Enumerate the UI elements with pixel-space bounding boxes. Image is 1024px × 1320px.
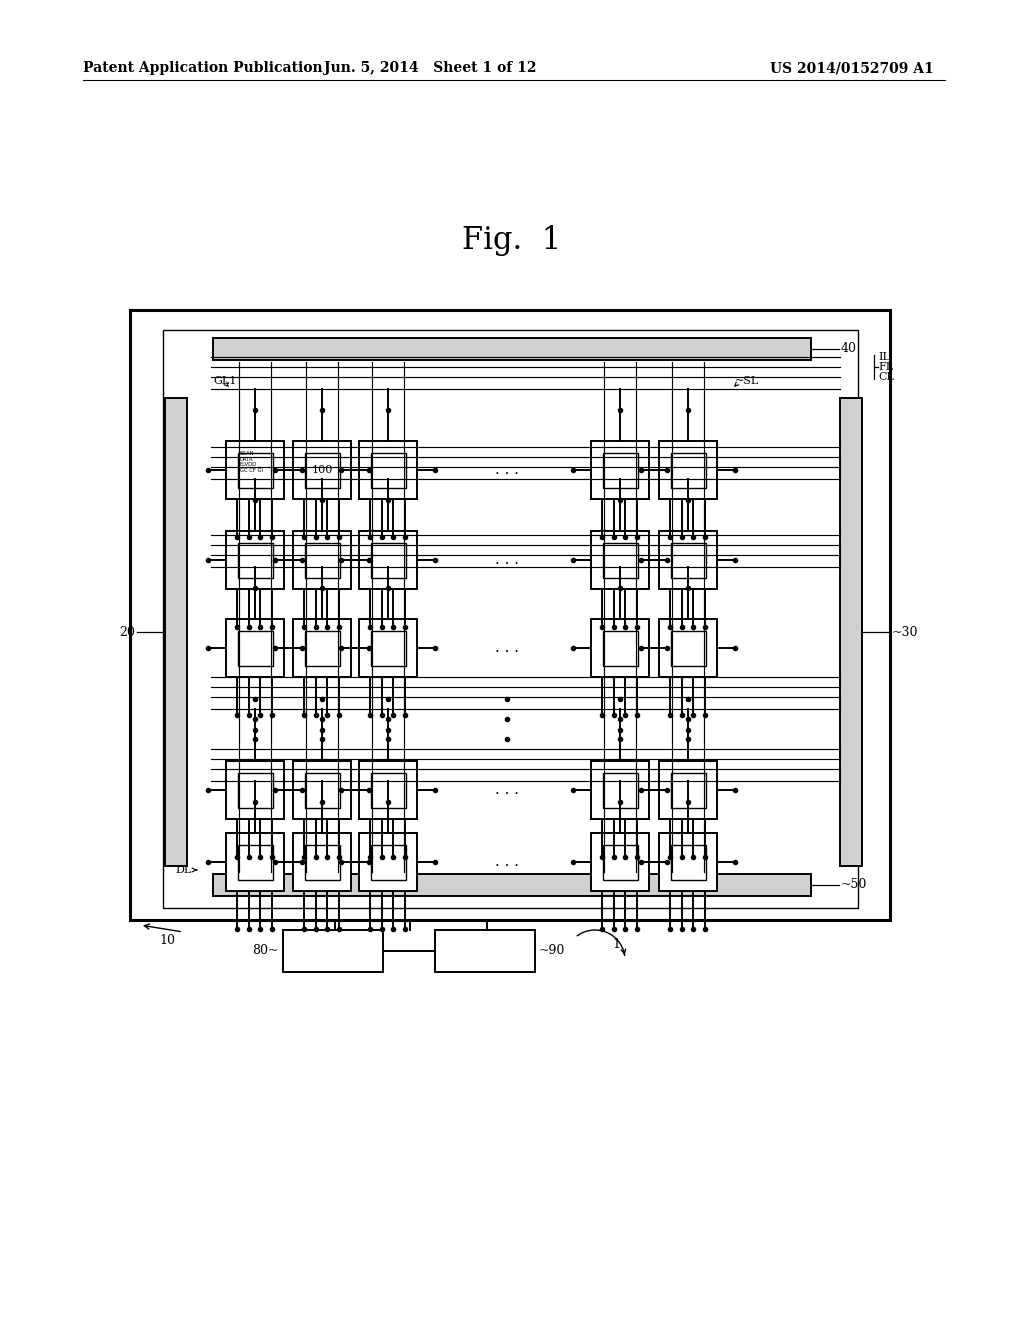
Bar [371,774,406,808]
Text: Patent Application Publication: Patent Application Publication [83,61,323,75]
Bar [165,399,187,866]
Text: ~50: ~50 [841,879,867,891]
Bar [283,931,383,972]
Text: 40: 40 [841,342,857,355]
Text: SCAN
DATA
ELVDD
GC CF GI: SCAN DATA ELVDD GC CF GI [240,451,263,473]
Bar [359,762,417,818]
Bar [359,619,417,677]
Bar [305,845,340,880]
Bar [293,619,351,677]
Bar [371,845,406,880]
Bar [659,531,717,589]
Text: 1: 1 [612,939,620,952]
Bar [226,531,284,589]
Bar [603,453,638,488]
Bar [305,774,340,808]
Bar [238,543,273,578]
Bar [163,330,858,908]
Text: Jun. 5, 2014   Sheet 1 of 12: Jun. 5, 2014 Sheet 1 of 12 [324,61,537,75]
Text: IL: IL [878,352,890,362]
Bar [238,845,273,880]
Bar [671,774,706,808]
Bar [226,619,284,677]
Bar [238,774,273,808]
Bar [305,543,340,578]
Text: GL1: GL1 [213,376,237,385]
Bar [293,441,351,499]
Bar [226,762,284,818]
Text: ~SL: ~SL [735,376,759,385]
Bar [293,762,351,818]
Bar [226,833,284,891]
Text: ~30: ~30 [892,626,919,639]
Text: 100: 100 [311,465,333,475]
Bar [591,441,649,499]
Text: ~90: ~90 [539,945,565,957]
Bar [671,453,706,488]
Bar [238,453,273,488]
Bar [371,543,406,578]
Bar [213,338,811,360]
Bar [659,762,717,818]
Bar [305,631,340,667]
Bar [130,310,890,920]
Text: 20: 20 [119,626,135,639]
Bar [226,441,284,499]
Text: . . .: . . . [495,463,519,477]
Bar [371,631,406,667]
Bar [591,619,649,677]
Text: US 2014/0152709 A1: US 2014/0152709 A1 [770,61,934,75]
Bar [659,833,717,891]
Bar [671,543,706,578]
Bar [671,845,706,880]
Text: 80~: 80~ [253,945,279,957]
Bar [371,453,406,488]
Bar [603,845,638,880]
Text: Fig.  1: Fig. 1 [463,224,561,256]
Bar [359,441,417,499]
Bar [659,619,717,677]
Bar [293,531,351,589]
Bar [293,833,351,891]
Bar [591,762,649,818]
Bar [591,833,649,891]
Text: 10: 10 [159,933,175,946]
Text: . . .: . . . [495,783,519,797]
Text: DL: DL [176,865,193,875]
Bar [603,631,638,667]
Bar [840,399,862,866]
Bar [603,543,638,578]
Bar [435,931,535,972]
Bar [213,874,811,896]
Text: FL: FL [878,362,893,372]
Text: CL: CL [878,372,894,381]
Bar [305,453,340,488]
Bar [659,441,717,499]
Bar [359,833,417,891]
Text: . . .: . . . [495,642,519,655]
Text: . . .: . . . [495,553,519,568]
Bar [671,631,706,667]
Bar [359,531,417,589]
Bar [591,531,649,589]
Bar [238,631,273,667]
Bar [603,774,638,808]
Text: . . .: . . . [495,855,519,869]
